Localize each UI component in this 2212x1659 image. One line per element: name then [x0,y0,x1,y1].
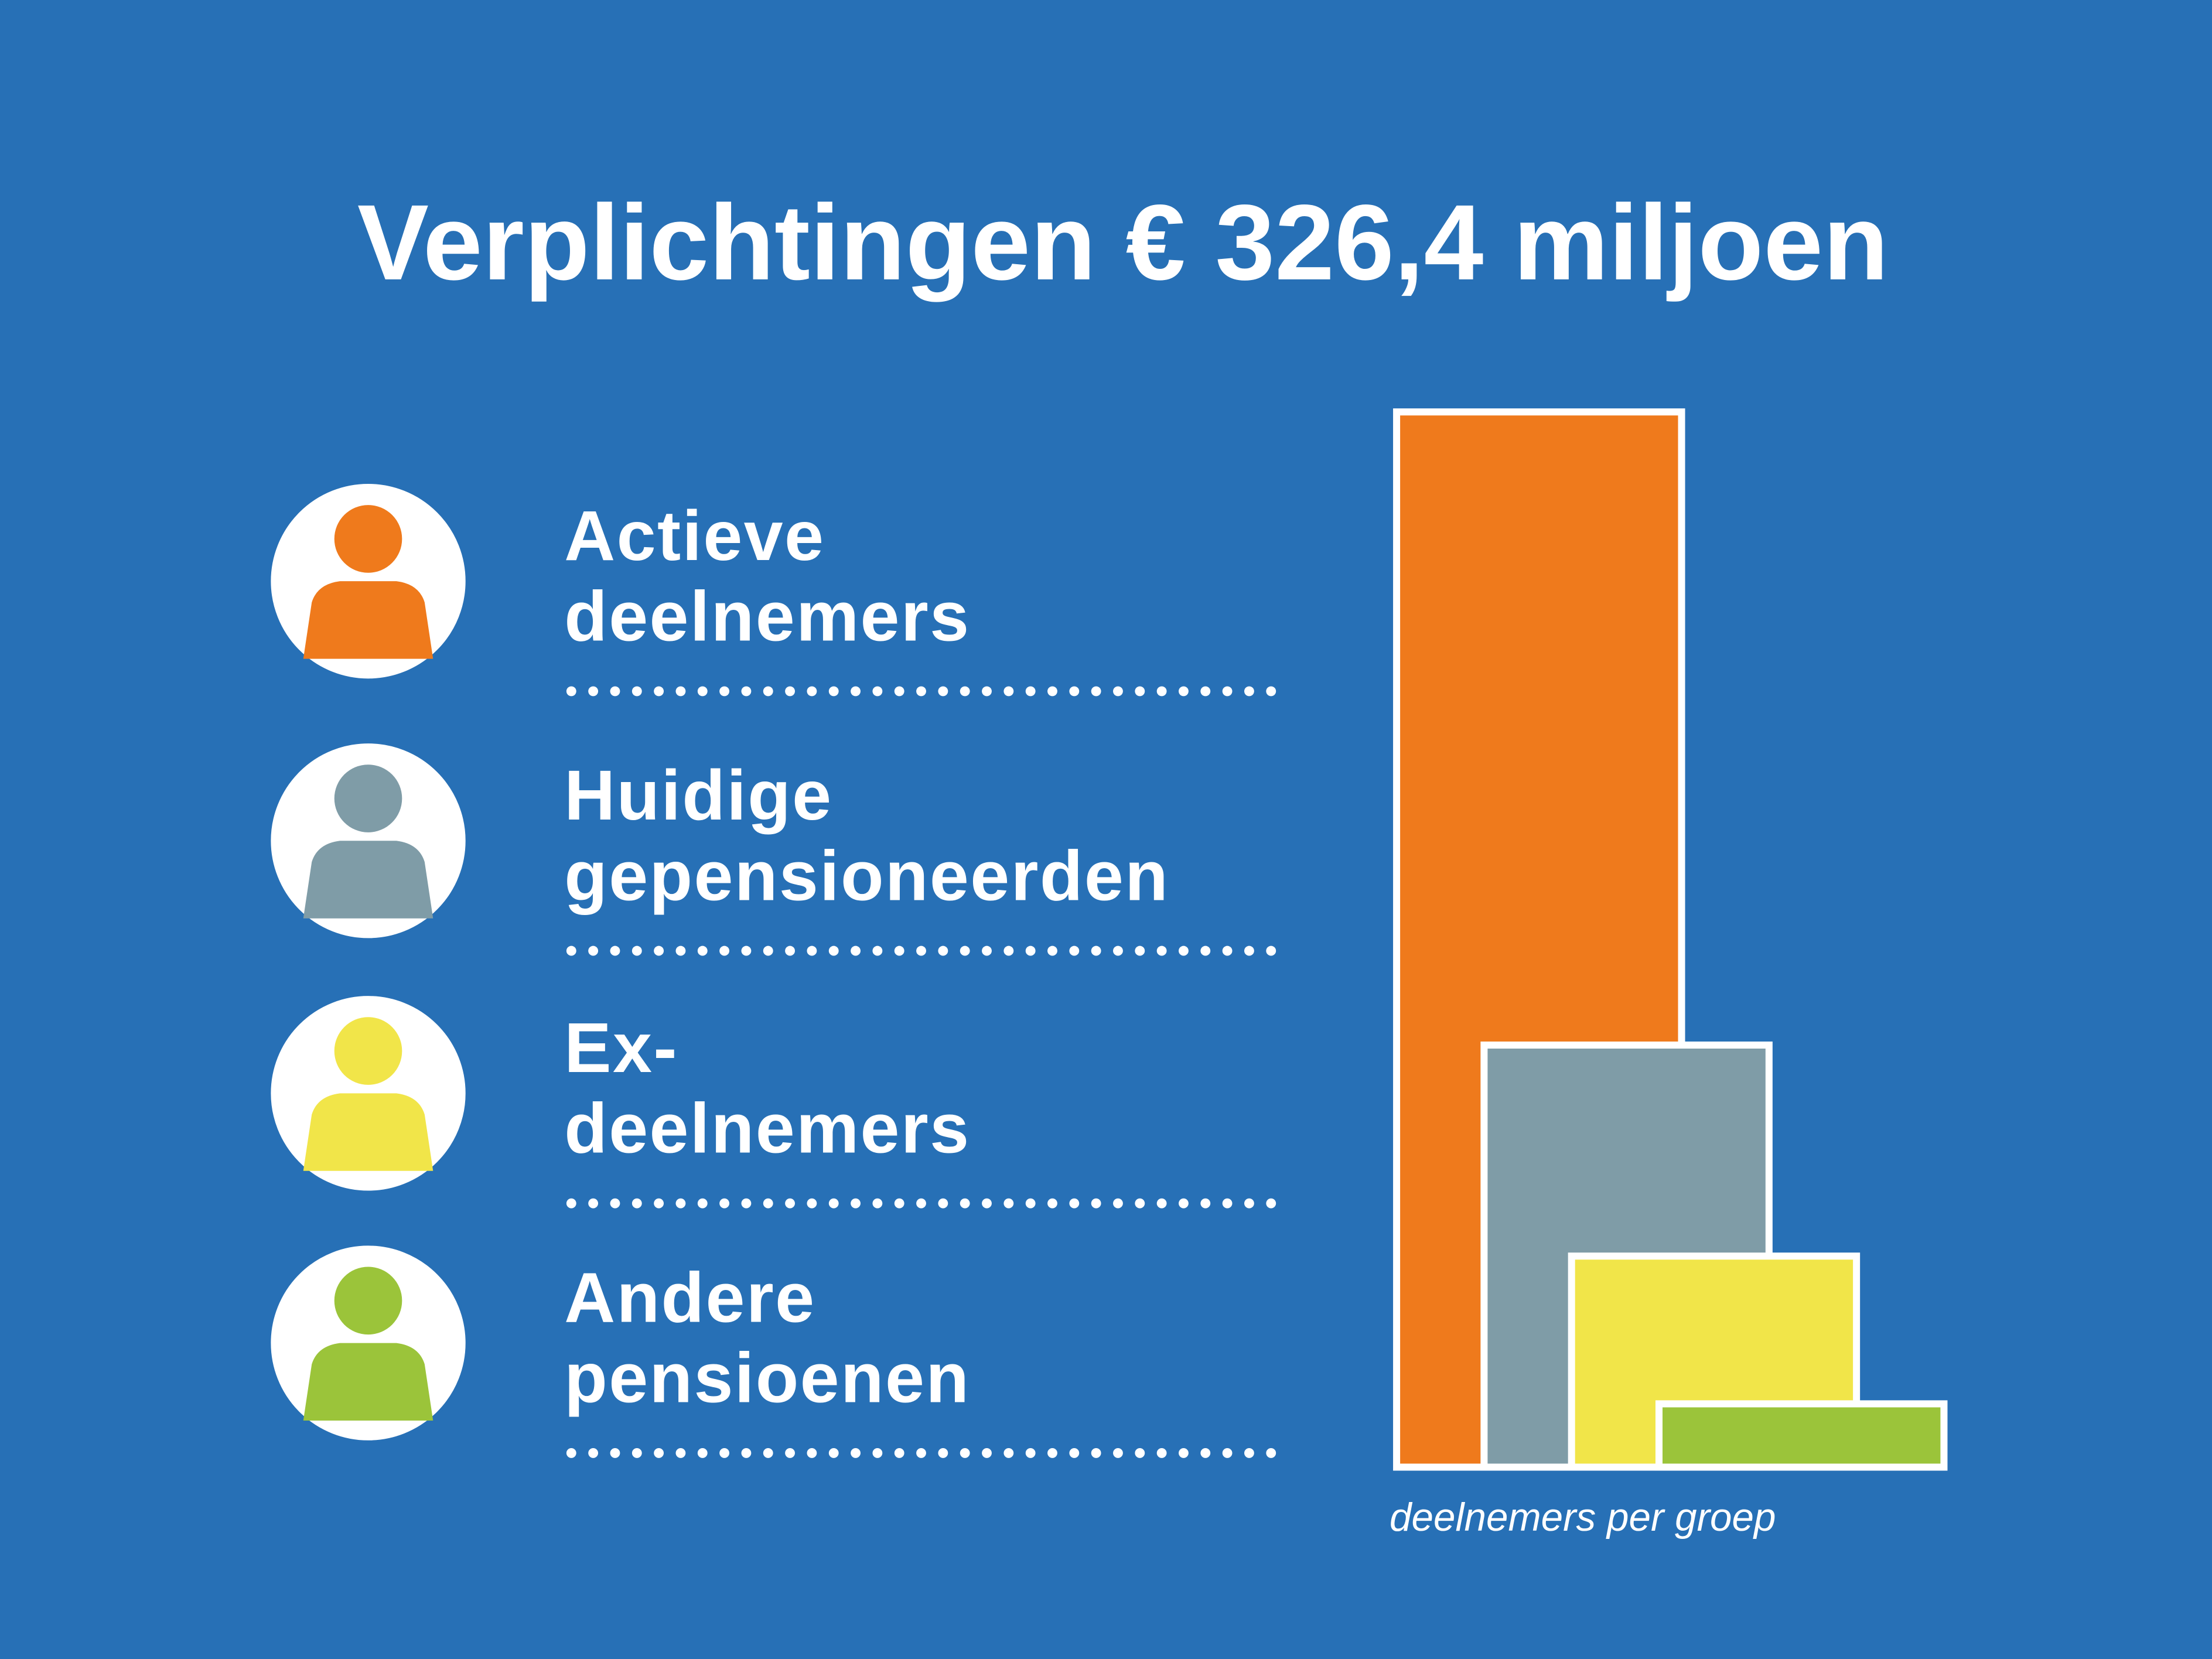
legend-head [334,1017,402,1085]
bar [1655,1400,1948,1471]
legend-label: Andere [564,1258,815,1337]
legend-head [334,764,402,832]
legend-label: gepensioneerden [564,836,1169,915]
x-axis-label: deelnemers per groep [1390,1496,1776,1539]
legend-item [268,993,469,1194]
legend-label: Huidige [564,756,832,835]
legend-label: deelnemers [564,1088,970,1168]
legend-label: Ex- [564,1008,678,1087]
legend-item [268,740,469,941]
legend-item [268,1242,469,1443]
legend-label: Actieve [564,496,825,575]
legend-head [334,1267,402,1335]
legend-body [303,581,433,659]
legend-body [303,1093,433,1171]
legend-item [268,481,469,682]
legend-head [334,505,402,573]
legend-label: deelnemers [564,576,970,656]
legend-body [303,1343,433,1421]
legend-body [303,841,433,919]
legend-label: pensioenen [564,1339,970,1418]
chart-title: Verplichtingen € 326,4 miljoen [357,182,1889,302]
